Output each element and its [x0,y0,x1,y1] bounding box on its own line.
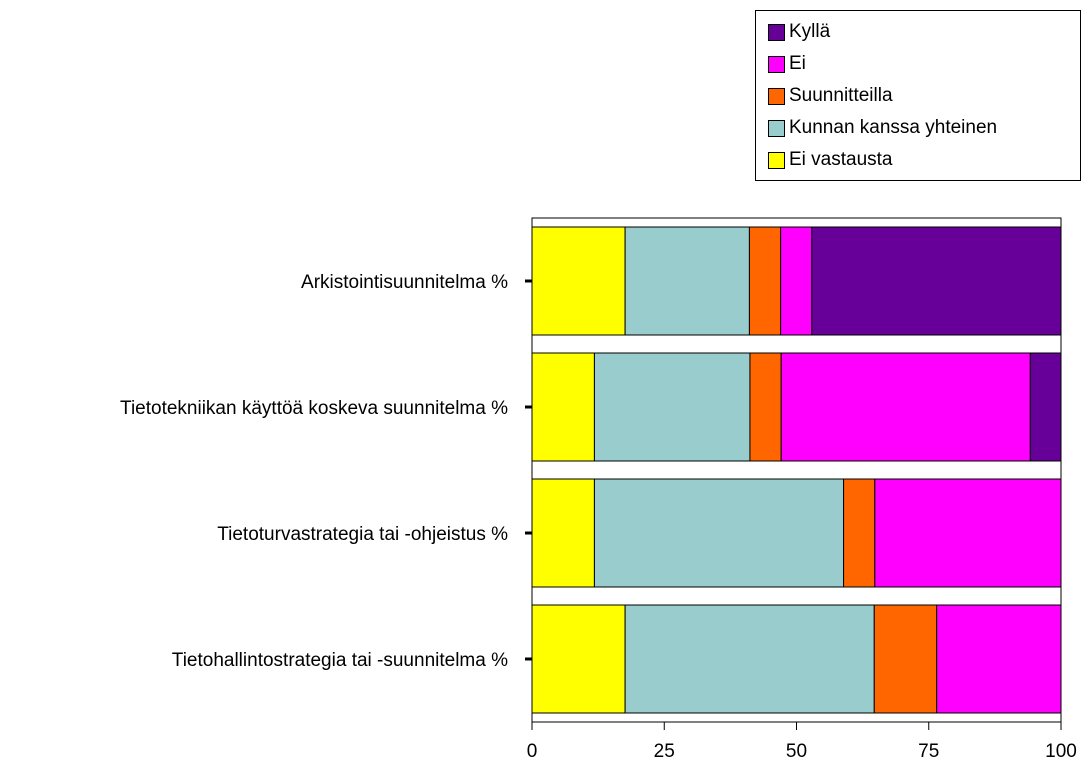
legend-swatch [768,55,785,73]
bar-segment-3-1 [531,478,595,588]
bar-segment-1-2 [624,226,750,336]
bar-segment-3-3 [843,478,876,588]
x-tick-label-1: 0 [527,741,538,762]
x-tick-label-4: 75 [918,741,939,762]
legend-item: Kunnan kanssa yhteinen [768,117,997,139]
legend-swatch [768,23,785,41]
bar-segment-1-4 [780,226,813,336]
legend-swatch [768,119,785,137]
legend-item: Kyllä [768,21,830,43]
x-tick-label-5: 100 [1045,741,1077,762]
bar-segment-2-5 [1029,352,1062,462]
legend-label: Ei [789,53,806,74]
legend-item: Ei vastausta [768,149,893,171]
bar-segment-4-4 [936,604,1062,714]
category-label-3: Tietoturvastrategia tai -ohjeistus % [217,524,508,545]
legend-label: Suunnitteilla [789,85,893,106]
bar-segment-2-1 [531,352,595,462]
bar-segment-4-2 [624,604,875,714]
bar-segment-1-3 [748,226,782,336]
x-tick-label-2: 25 [654,741,675,762]
bar-segment-3-2 [593,478,845,588]
category-label-2: Tietotekniikan käyttöä koskeva suunnitel… [120,398,508,419]
legend-item: Suunnitteilla [768,85,893,107]
bar-segment-1-5 [811,226,1062,336]
legend-swatch [768,87,785,105]
bar-segment-2-2 [593,352,751,462]
legend-item: Ei [768,53,806,75]
category-label-1: Arkistointisuunnitelma % [301,272,508,293]
bar-segment-4-1 [531,604,626,714]
legend-swatch [768,151,785,169]
legend-label: Kyllä [789,21,831,42]
bar-segment-2-4 [780,352,1031,462]
category-label-4: Tietohallintostrategia tai -suunnitelma … [172,650,508,671]
legend: Kyllä Ei Suunnitteilla Kunnan kanssa yhtein… [755,10,1081,181]
x-tick-label-3: 50 [786,741,807,762]
bar-segment-4-3 [873,604,938,714]
bar-segment-1-1 [531,226,626,336]
legend-label: Ei vastausta [789,149,893,170]
legend-label: Kunnan kanssa yhteinen [789,117,998,138]
bar-segment-2-3 [749,352,782,462]
bar-segment-3-4 [874,478,1062,588]
